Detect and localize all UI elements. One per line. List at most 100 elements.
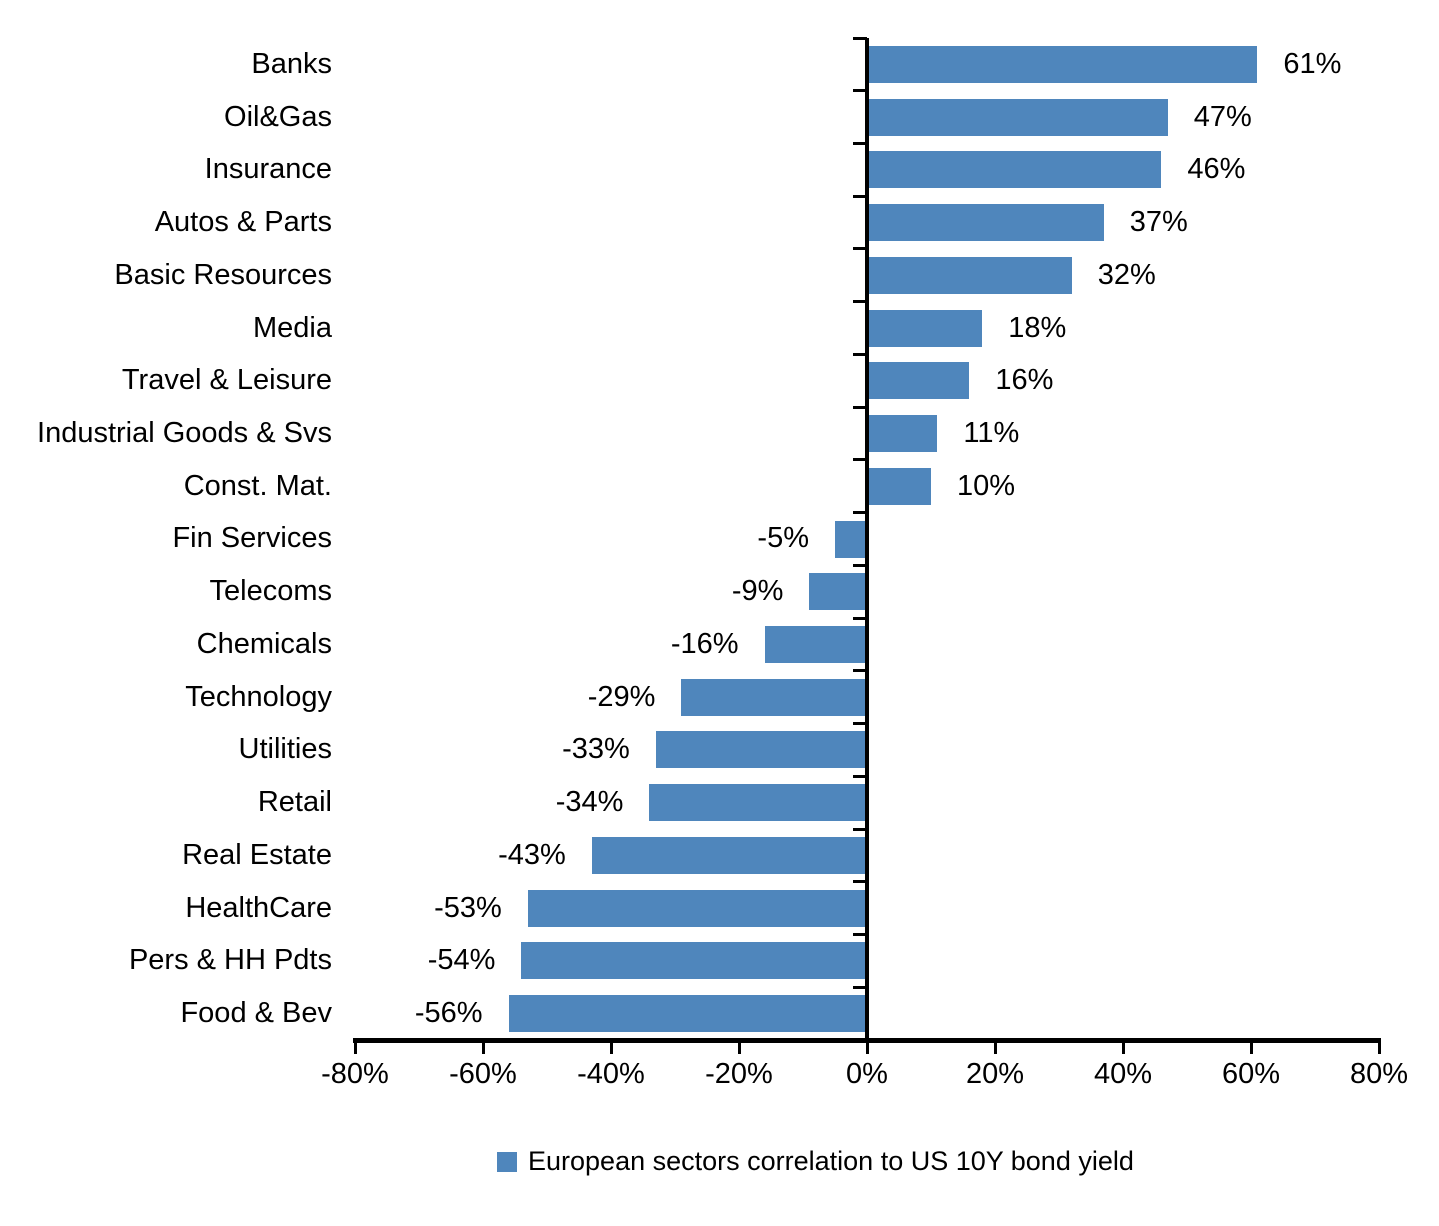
value-label: -56% (414, 997, 483, 1030)
bar (508, 995, 867, 1033)
value-label: 47% (1193, 100, 1252, 133)
y-axis-tick (853, 722, 867, 726)
x-axis-tick (993, 1040, 997, 1054)
category-label: Insurance (204, 153, 332, 186)
category-label: Basic Resources (114, 258, 332, 291)
category-label: HealthCare (185, 891, 332, 924)
bar (867, 467, 931, 505)
x-axis-tick (609, 1040, 613, 1054)
x-axis-tick (1249, 1040, 1253, 1054)
category-label: Autos & Parts (154, 206, 332, 239)
x-axis-tick (353, 1040, 357, 1054)
y-axis-tick (853, 985, 867, 989)
category-label: Real Estate (182, 838, 332, 871)
value-label: -9% (731, 575, 784, 608)
value-label: -53% (434, 891, 502, 924)
y-axis-tick (853, 300, 867, 304)
y-axis-tick (853, 36, 867, 40)
category-label: Media (253, 311, 332, 344)
legend-swatch (497, 1151, 517, 1172)
y-axis-tick (853, 194, 867, 198)
legend: European sectors correlation to US 10Y b… (497, 1146, 1134, 1177)
category-label: Telecoms (209, 575, 333, 608)
value-label: -16% (670, 627, 739, 660)
bar (591, 836, 867, 874)
y-axis-line (865, 38, 869, 1040)
x-axis-tick (737, 1040, 741, 1054)
category-label: Oil&Gas (224, 100, 332, 133)
category-label: Pers & HH Pdts (128, 944, 332, 977)
value-label: -34% (555, 786, 624, 819)
bar (681, 678, 867, 716)
x-tick-label: 20% (965, 1057, 1025, 1090)
y-axis-tick (853, 89, 867, 93)
bar (527, 889, 867, 927)
bar (867, 204, 1104, 242)
value-label: 61% (1283, 47, 1342, 80)
y-axis-tick (853, 669, 867, 673)
y-axis-tick (853, 827, 867, 831)
x-tick-label: 80% (1349, 1057, 1409, 1090)
x-tick-label: 40% (1093, 1057, 1153, 1090)
bar (764, 625, 867, 663)
y-axis-tick (853, 774, 867, 778)
category-label: Const. Mat. (183, 469, 332, 502)
category-label: Chemicals (196, 627, 332, 660)
value-label: 10% (957, 469, 1016, 502)
bar (835, 520, 867, 558)
y-axis-tick (853, 616, 867, 620)
x-tick-label: -80% (321, 1057, 389, 1090)
bar (809, 573, 867, 611)
value-label: 11% (963, 417, 1020, 450)
category-label: Utilities (238, 733, 332, 766)
y-axis-tick (853, 458, 867, 462)
x-tick-label: -60% (449, 1057, 517, 1090)
bar (867, 98, 1168, 136)
value-label: 16% (995, 364, 1054, 397)
y-axis-tick (853, 511, 867, 515)
value-label: 32% (1097, 258, 1156, 291)
x-tick-label: -20% (705, 1057, 773, 1090)
bar (867, 45, 1258, 83)
y-axis-tick (853, 880, 867, 884)
x-axis-tick (481, 1040, 485, 1054)
bar (867, 362, 970, 400)
value-label: -43% (498, 838, 566, 871)
category-label: Banks (251, 47, 332, 80)
bar (867, 151, 1162, 189)
category-label: Industrial Goods & Svs (37, 417, 332, 450)
bar (867, 415, 938, 453)
x-axis-tick (1377, 1040, 1381, 1054)
category-label: Technology (185, 680, 332, 713)
value-label: -5% (757, 522, 809, 555)
category-label: Food & Bev (180, 997, 332, 1030)
y-axis-tick (853, 933, 867, 937)
y-axis-tick (853, 563, 867, 567)
x-tick-label: 60% (1221, 1057, 1281, 1090)
category-label: Travel & Leisure (121, 364, 332, 397)
bar (521, 942, 867, 980)
value-label: 46% (1187, 153, 1246, 186)
category-label: Fin Services (172, 522, 332, 555)
category-label: Retail (257, 786, 332, 819)
x-tick-label: -40% (577, 1057, 645, 1090)
bar (867, 256, 1072, 294)
bar (867, 309, 983, 347)
value-label: -54% (427, 944, 496, 977)
value-label: -29% (587, 680, 656, 713)
y-axis-tick (853, 247, 867, 251)
y-axis-tick (853, 405, 867, 409)
x-tick-label: 0% (846, 1057, 888, 1090)
value-label: -33% (562, 733, 630, 766)
y-axis-tick (853, 352, 867, 356)
value-label: 37% (1129, 206, 1188, 239)
legend-label: European sectors correlation to US 10Y b… (528, 1146, 1134, 1176)
bar (655, 731, 867, 769)
x-axis-tick (865, 1040, 869, 1054)
x-axis-tick (1121, 1040, 1125, 1054)
value-label: 18% (1008, 311, 1067, 344)
bar (649, 784, 867, 822)
y-axis-tick (853, 141, 867, 145)
